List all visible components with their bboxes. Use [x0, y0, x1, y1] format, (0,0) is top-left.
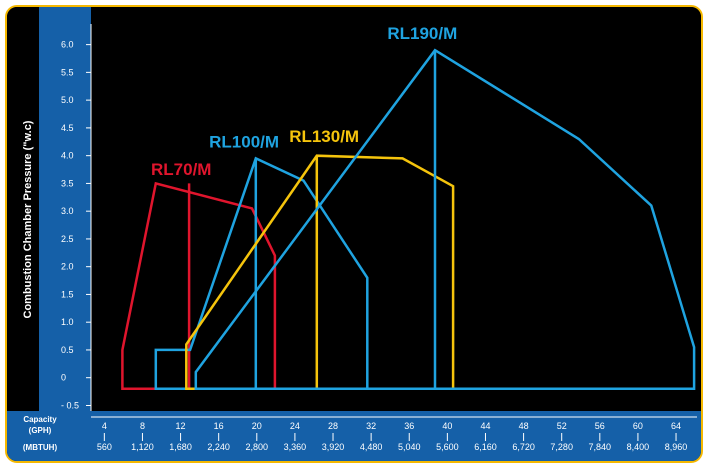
y-tick-label: 0 — [61, 373, 66, 383]
y-tick-label: 3.0 — [61, 206, 74, 216]
x-tick-label-mbtuh: 6,160 — [474, 442, 497, 452]
y-tick-label: 5.0 — [61, 95, 74, 105]
x-axis-label-mbtuh: (MBTUH) — [23, 443, 58, 452]
y-axis-label: Combustion Chamber Pressure ("w.c) — [22, 120, 34, 318]
x-tick-label-mbtuh: 6,720 — [512, 442, 535, 452]
x-tick-label-gph: 28 — [328, 421, 338, 431]
x-tick-label-gph: 24 — [290, 421, 300, 431]
x-tick-label-gph: 12 — [176, 421, 186, 431]
y-tick-label: 6.0 — [61, 40, 74, 50]
y-tick-label: - 0.5 — [61, 400, 79, 410]
x-tick-label-mbtuh: 2,800 — [246, 442, 269, 452]
x-axis-band — [7, 411, 701, 461]
y-tick-label: 0.5 — [61, 345, 74, 355]
x-tick-label-gph: 36 — [404, 421, 414, 431]
x-tick-label-gph: 60 — [633, 421, 643, 431]
x-tick-label-gph: 4 — [102, 421, 107, 431]
y-tick-label: 2.5 — [61, 234, 74, 244]
series-label-rl70-m: RL70/M — [151, 160, 211, 179]
x-tick-label-gph: 56 — [595, 421, 605, 431]
y-tick-label: 3.5 — [61, 178, 74, 188]
x-tick-label-mbtuh: 3,360 — [284, 442, 307, 452]
x-tick-label-gph: 48 — [519, 421, 529, 431]
x-tick-label-mbtuh: 8,400 — [627, 442, 650, 452]
y-tick-label: 2.0 — [61, 262, 74, 272]
x-tick-label-mbtuh: 1,120 — [131, 442, 154, 452]
series-label-rl100-m: RL100/M — [209, 132, 279, 151]
x-tick-label-mbtuh: 5,600 — [436, 442, 459, 452]
y-axis-band — [39, 7, 91, 411]
y-tick-label: 4.5 — [61, 123, 74, 133]
x-tick-label-mbtuh: 5,040 — [398, 442, 421, 452]
series-outline-rl100-m — [154, 156, 369, 391]
series-label-rl130-m: RL130/M — [289, 127, 359, 146]
x-axis-label-gph: (GPH) — [29, 426, 52, 435]
x-tick-label-mbtuh: 4,480 — [360, 442, 383, 452]
x-tick-label-gph: 44 — [480, 421, 490, 431]
x-tick-label-mbtuh: 7,280 — [550, 442, 573, 452]
x-tick-label-gph: 20 — [252, 421, 262, 431]
y-tick-label: 1.5 — [61, 289, 74, 299]
x-tick-label-gph: 8 — [140, 421, 145, 431]
y-tick-label: 4.0 — [61, 151, 74, 161]
chart: - 0.5 0 0.5 1.0 1.5 2.0 2.5 3.0 3.5 4.0 4.5 5.0 5.5 6… — [7, 7, 701, 461]
chart-frame: - 0.5 0 0.5 1.0 1.5 2.0 2.5 3.0 3.5 4.0 4.5 5.0 5.5 6… — [5, 5, 703, 463]
y-tick-label: 1.0 — [61, 317, 74, 327]
x-tick-label-gph: 40 — [442, 421, 452, 431]
x-tick-label-mbtuh: 3,920 — [322, 442, 345, 452]
x-tick-label-gph: 32 — [366, 421, 376, 431]
x-tick-label-gph: 64 — [671, 421, 681, 431]
x-tick-label-gph: 52 — [557, 421, 567, 431]
x-tick-label-mbtuh: 8,960 — [665, 442, 688, 452]
x-tick-label-mbtuh: 560 — [97, 442, 112, 452]
x-tick-label-mbtuh: 7,840 — [589, 442, 612, 452]
series-outline-rl190-m — [194, 48, 696, 391]
y-tick-label: 5.5 — [61, 67, 74, 77]
y-label-band — [7, 7, 39, 413]
x-tick-label-mbtuh: 2,240 — [207, 442, 230, 452]
x-axis-label-capacity: Capacity — [23, 415, 57, 424]
x-tick-label-mbtuh: 1,680 — [169, 442, 192, 452]
series-label-rl190-m: RL190/M — [387, 24, 457, 43]
x-tick-label-gph: 16 — [214, 421, 224, 431]
